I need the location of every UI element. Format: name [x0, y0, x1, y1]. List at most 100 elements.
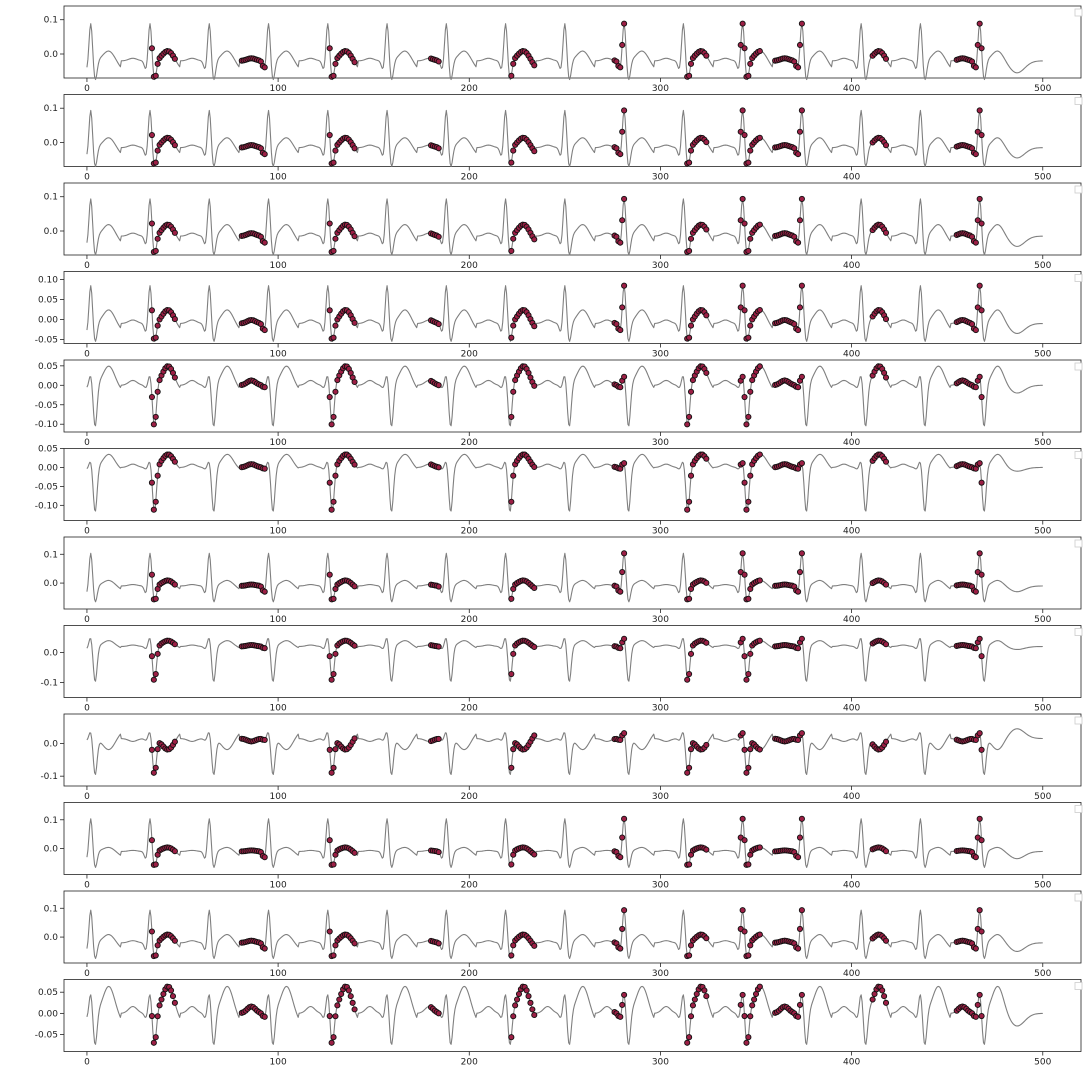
highlight-point: [739, 815, 746, 822]
ecg-signal-line: [86, 23, 1043, 81]
highlight-point: [687, 60, 695, 67]
highlight-point: [703, 639, 710, 646]
highlight-point: [621, 550, 628, 557]
highlight-point: [619, 128, 626, 135]
highlight-point: [747, 472, 754, 479]
highlight-point: [531, 942, 538, 949]
highlight-point: [756, 221, 763, 228]
x-tick-label: 100: [270, 615, 287, 625]
highlight-point: [156, 1002, 163, 1009]
highlight-point: [882, 55, 890, 62]
highlight-point: [334, 1002, 341, 1009]
highlight-point: [326, 220, 333, 227]
x-tick-label: 0: [84, 173, 90, 183]
highlight-point: [795, 1013, 802, 1020]
highlight-point: [508, 413, 515, 420]
highlight-point: [798, 550, 805, 557]
highlight-point: [976, 373, 983, 380]
y-tick-label: 0.05: [38, 445, 58, 455]
highlight-point: [510, 235, 517, 242]
highlight-point: [686, 861, 693, 868]
highlight-point: [687, 322, 695, 329]
highlight-point: [739, 991, 746, 998]
highlight-point: [171, 458, 178, 465]
highlight-point: [326, 45, 333, 52]
legend-box: [1074, 805, 1083, 813]
highlight-point: [743, 676, 750, 683]
highlight-point: [795, 384, 802, 391]
highlight-point: [531, 851, 538, 858]
highlight-point: [621, 107, 628, 114]
highlight-point: [152, 498, 159, 505]
highlight-point: [148, 653, 155, 660]
legend-box: [1074, 539, 1083, 548]
x-tick-label: 0: [84, 438, 90, 448]
highlight-point: [795, 588, 802, 595]
highlight-point: [525, 993, 532, 1000]
highlight-point: [976, 635, 983, 642]
highlight-point: [508, 861, 515, 868]
highlight-point: [510, 60, 517, 67]
highlight-point: [330, 498, 337, 505]
ecg-signal-line: [86, 552, 1043, 603]
highlight-point: [150, 421, 157, 428]
subplot-11: 0.1 0.0 0 100 200 300 400 500: [44, 890, 1083, 979]
highlight-point: [435, 1010, 442, 1017]
y-tick-label: -0.10: [35, 501, 59, 511]
highlight-point: [617, 384, 624, 391]
highlight-point: [972, 151, 979, 158]
highlight-point: [741, 45, 748, 52]
highlight-point: [737, 217, 744, 224]
x-tick-label: 0: [84, 527, 90, 537]
highlight-point: [330, 72, 337, 79]
subplot-3: 0.1 0.0 0 100 200 300 400 500: [44, 182, 1083, 271]
highlight-point: [154, 650, 161, 657]
x-tick-label: 500: [1034, 527, 1051, 537]
y-tick-label: 0.1: [44, 104, 58, 114]
highlight-point: [976, 550, 983, 557]
highlight-point: [703, 455, 710, 462]
highlight-point: [351, 1006, 358, 1013]
highlight-point: [972, 384, 979, 391]
x-tick-label: 400: [843, 704, 860, 714]
axes-frame: [63, 625, 1082, 698]
highlight-point: [508, 72, 515, 79]
highlight-point: [703, 52, 710, 59]
ecg-signal-line: [86, 365, 1043, 427]
ecg-signal-line: [86, 109, 1043, 167]
subplot-2: 0.1 0.0 0 100 200 300 400 500: [44, 94, 1083, 183]
highlight-point: [686, 159, 693, 166]
x-tick-label: 200: [461, 704, 478, 714]
highlight-point: [330, 334, 337, 341]
highlight-point: [974, 41, 981, 49]
highlight-point: [531, 382, 538, 389]
highlight-point: [171, 229, 178, 236]
highlight-point: [686, 498, 693, 505]
highlight-point: [531, 584, 538, 592]
highlight-point: [261, 736, 268, 743]
highlight-point: [739, 635, 746, 642]
x-tick-label: 500: [1034, 438, 1051, 448]
highlight-point: [687, 147, 695, 154]
highlight-point: [332, 1013, 339, 1020]
y-tick-label: -0.05: [35, 1031, 58, 1041]
highlight-point: [148, 928, 155, 935]
highlight-point: [326, 307, 333, 314]
highlight-point: [756, 637, 763, 644]
x-tick-label: 400: [843, 261, 860, 271]
x-tick-label: 500: [1034, 704, 1051, 714]
x-tick-label: 200: [461, 881, 478, 891]
x-tick-label: 200: [461, 261, 478, 271]
y-tick-label: -0.10: [35, 420, 59, 430]
highlight-point: [621, 991, 628, 998]
highlight-point: [974, 1001, 981, 1008]
highlight-point: [882, 316, 890, 323]
x-tick-label: 300: [652, 438, 669, 448]
highlight-point: [741, 132, 748, 139]
x-tick-label: 400: [843, 792, 860, 802]
highlight-point: [745, 952, 752, 959]
highlight-point: [514, 996, 521, 1003]
x-tick-label: 500: [1034, 969, 1051, 979]
x-tick-label: 0: [84, 881, 90, 891]
highlight-point: [154, 322, 161, 329]
